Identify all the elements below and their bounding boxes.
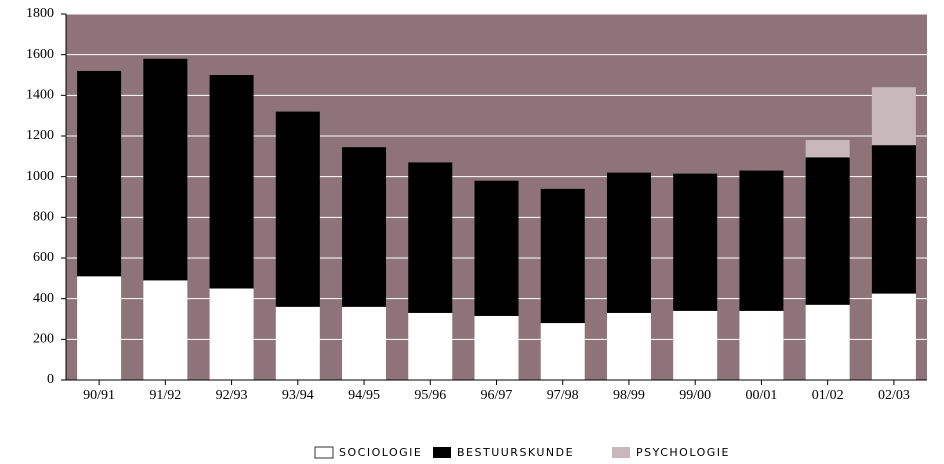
- bar-segment: [77, 70, 122, 277]
- bar-segment: [143, 280, 188, 380]
- bar-segment: [540, 188, 585, 324]
- bar-segment: [275, 111, 320, 307]
- bar-segment: [540, 323, 585, 380]
- y-tick-label: 600: [33, 250, 54, 265]
- legend-swatch: [433, 447, 451, 458]
- bar-segment: [805, 304, 850, 380]
- bar-segment: [209, 75, 254, 289]
- x-tick-label: 91/92: [149, 388, 181, 403]
- bar-segment: [474, 315, 519, 380]
- bar-segment: [474, 180, 519, 316]
- bar-segment: [606, 312, 651, 380]
- bar-segment: [209, 288, 254, 380]
- bar-segment: [606, 172, 651, 313]
- y-tick-label: 1400: [26, 88, 54, 103]
- x-tick-label: 00/01: [745, 388, 777, 403]
- x-tick-label: 99/00: [679, 388, 711, 403]
- legend-swatch: [612, 447, 630, 458]
- bar-segment: [673, 173, 718, 311]
- bar-segment: [673, 310, 718, 380]
- bar-segment: [739, 170, 784, 311]
- y-tick-label: 1600: [26, 47, 54, 62]
- x-tick-label: 93/94: [282, 388, 314, 403]
- y-tick-label: 200: [33, 332, 54, 347]
- bar-segment: [275, 306, 320, 380]
- bar-segment: [739, 310, 784, 380]
- legend-swatch: [314, 446, 334, 459]
- bar-segment: [408, 162, 453, 313]
- x-tick-label: 02/03: [878, 388, 910, 403]
- bar-segment: [805, 157, 850, 305]
- x-tick-label: 98/99: [613, 388, 645, 403]
- bar-segment: [805, 140, 850, 158]
- bar-segment: [342, 306, 387, 380]
- bar-segment: [143, 58, 188, 281]
- bar-segment: [77, 276, 122, 380]
- bar-segment: [871, 87, 916, 146]
- x-tick-label: 94/95: [348, 388, 380, 403]
- x-tick-label: 01/02: [812, 388, 844, 403]
- y-tick-label: 400: [33, 291, 54, 306]
- y-tick-label: 0: [47, 372, 54, 387]
- bar-segment: [342, 147, 387, 307]
- x-tick-label: 95/96: [414, 388, 446, 403]
- y-tick-label: 800: [33, 210, 54, 225]
- y-tick-label: 1800: [26, 6, 54, 21]
- y-tick-label: 1000: [26, 169, 54, 184]
- legend-label: SOCIOLOGIE: [339, 446, 422, 459]
- x-tick-label: 96/97: [481, 388, 513, 403]
- x-tick-label: 92/93: [216, 388, 248, 403]
- bar-segment: [871, 145, 916, 294]
- y-tick-label: 1200: [26, 128, 54, 143]
- x-tick-label: 97/98: [547, 388, 579, 403]
- legend-label: PSYCHOLOGIE: [636, 446, 730, 459]
- legend-label: BESTUURSKUNDE: [457, 446, 574, 459]
- bar-segment: [871, 293, 916, 380]
- bar-segment: [408, 312, 453, 380]
- x-tick-label: 90/91: [83, 388, 115, 403]
